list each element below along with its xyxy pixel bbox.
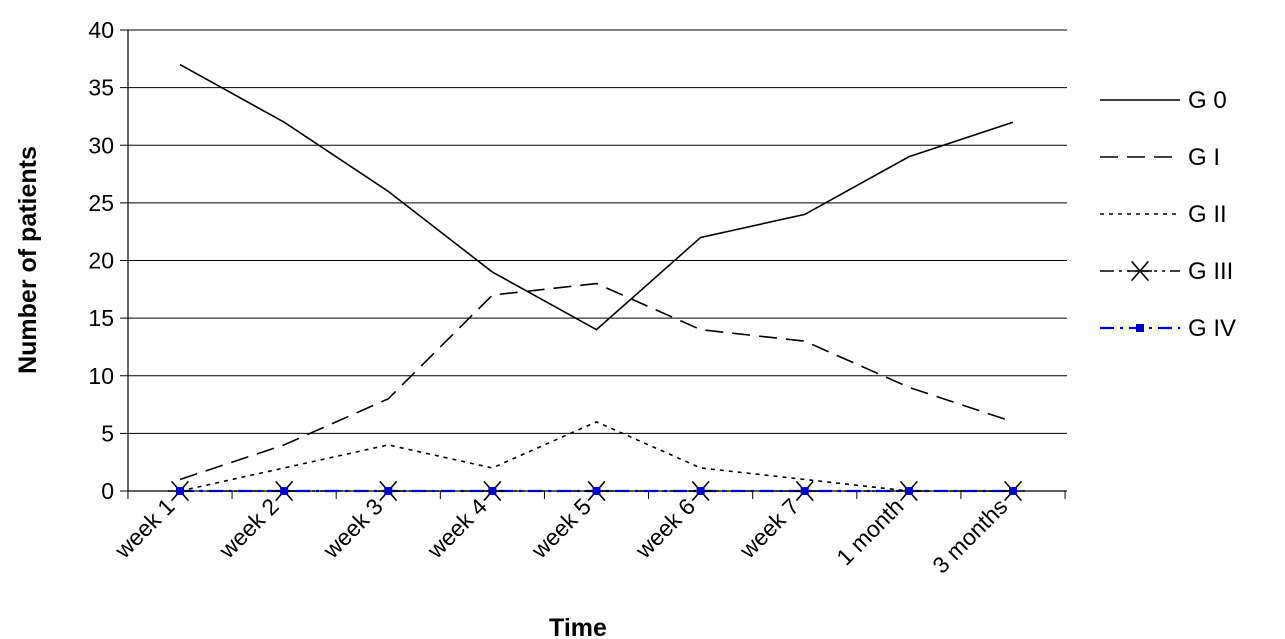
square-marker: [384, 487, 393, 495]
legend-item: G I: [1100, 144, 1220, 171]
square-marker: [1009, 487, 1017, 495]
y-tick-label: 35: [88, 75, 114, 101]
x-axis-title: Time: [549, 614, 607, 639]
y-tick-label: 25: [88, 190, 114, 216]
x-tick-label: week 3: [317, 493, 388, 564]
legend-label: G 0: [1188, 87, 1227, 114]
y-tick-label: 15: [88, 305, 114, 331]
x-tick-label: week 2: [213, 493, 284, 564]
series-line: [179, 63, 1014, 331]
axes: [120, 29, 1067, 499]
legend-label: G II: [1188, 201, 1227, 228]
y-tick-label: 0: [101, 478, 114, 504]
x-tick-label: week 5: [525, 493, 596, 564]
x-tick-label: week 6: [630, 493, 701, 564]
legend-label: G I: [1188, 144, 1220, 171]
series-line: [179, 282, 1014, 481]
y-tick-label: 5: [101, 420, 114, 446]
legend-label: G III: [1188, 258, 1233, 285]
legend-item: G 0: [1100, 87, 1227, 114]
gridlines: [128, 29, 1067, 434]
x-tick-label: week 7: [734, 493, 805, 564]
square-marker: [176, 487, 184, 495]
legend-label: G IV: [1188, 315, 1236, 342]
y-tick-label: 20: [88, 248, 114, 274]
legend-item: G II: [1100, 201, 1227, 228]
asterisk-marker: [1128, 260, 1152, 282]
square-marker: [800, 487, 809, 495]
square-marker: [592, 487, 601, 495]
x-tick-label: week 4: [421, 493, 492, 564]
x-tick-labels: week 1 week 2 week 3 week 4 week 5 week 6 week…: [109, 493, 1013, 578]
series-markers: [168, 480, 1025, 502]
square-marker: [488, 487, 497, 495]
square-marker: [1136, 324, 1144, 332]
y-tick-labels: 0 5 10 15 20 25 30 35 40: [88, 17, 114, 504]
legend-item: G III: [1100, 258, 1233, 285]
series-line: [179, 420, 1013, 492]
y-tick-label: 30: [88, 132, 114, 158]
series-lines: [179, 63, 1014, 493]
x-tick-label: 3 months: [927, 493, 1012, 578]
x-tick-label: week 1: [109, 493, 180, 564]
square-marker: [904, 487, 913, 495]
legend-item: G IV: [1100, 315, 1236, 342]
x-tick-label: 1 month: [831, 493, 908, 570]
square-marker: [280, 487, 289, 495]
y-tick-label: 40: [88, 17, 114, 43]
legend: G 0 G I G II G III G IV: [1100, 87, 1236, 342]
y-axis-title: Number of patients: [14, 146, 42, 374]
square-marker: [696, 487, 705, 495]
y-tick-label: 10: [88, 363, 114, 389]
